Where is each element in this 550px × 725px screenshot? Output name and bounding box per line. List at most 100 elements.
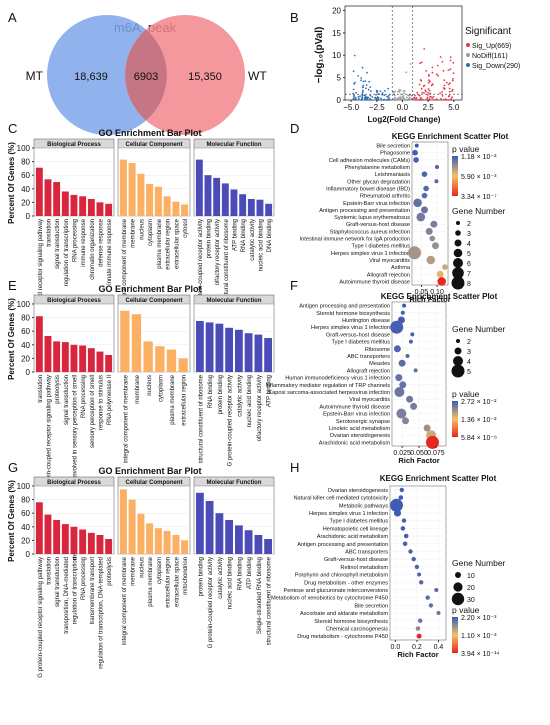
go-bar bbox=[137, 513, 145, 554]
go-category-label: RNA binding bbox=[237, 557, 243, 590]
panel-letter-G: G bbox=[8, 460, 18, 475]
volcano-frame bbox=[344, 5, 463, 101]
kegg-point bbox=[414, 564, 420, 570]
volcano-point bbox=[443, 87, 445, 89]
go-bar bbox=[53, 182, 61, 216]
volcano-point bbox=[421, 91, 424, 94]
kegg-term-label: Other glycan degradation bbox=[347, 179, 410, 185]
volcano-point bbox=[359, 95, 361, 97]
go-category-label: translation bbox=[38, 375, 44, 403]
go-category-label: cytoplasm bbox=[158, 375, 164, 402]
kegg-point bbox=[403, 533, 409, 539]
kegg-term-label: Arachidonic acid metabolism bbox=[317, 534, 389, 540]
kegg-term-label: Graft-versus-host disease bbox=[324, 557, 388, 563]
volcano-plot: −5.0 −2.5 0.0 2.5 5.0 0 5 10 15 20 Log2(Fold Chang… bbox=[314, 5, 520, 124]
go-category-label: structural constituent of ribosome bbox=[267, 556, 273, 645]
volcano-point bbox=[409, 63, 412, 65]
kegg-xlabel: Rich Factor bbox=[397, 650, 438, 659]
volcano-point bbox=[361, 96, 364, 99]
kegg-point bbox=[411, 556, 416, 562]
kegg-term-label: Viral myocarditis bbox=[349, 397, 390, 403]
volcano-point bbox=[403, 99, 406, 101]
volcano-point bbox=[383, 94, 386, 97]
kegg-size-legend-label: 5 bbox=[467, 369, 471, 376]
volcano-point bbox=[420, 99, 422, 101]
kegg-point bbox=[416, 212, 426, 222]
volcano-point bbox=[379, 90, 382, 92]
kegg-point bbox=[417, 572, 422, 577]
go-category-label: RNA processing bbox=[81, 557, 87, 600]
go-bar bbox=[44, 179, 52, 216]
kegg-term-label: Staphylococcus aureus infection bbox=[330, 229, 410, 235]
kegg-title: KEGG Enrichment Scatter Plot bbox=[392, 132, 509, 141]
kegg-point bbox=[432, 242, 439, 250]
volcano-point bbox=[450, 98, 453, 100]
go-bar bbox=[87, 532, 95, 554]
volcano-point bbox=[449, 68, 452, 71]
kegg-term-label: Human immunodeficiency virus 1 infection bbox=[285, 376, 390, 382]
volcano-point bbox=[431, 97, 434, 99]
volcano-point bbox=[443, 84, 446, 87]
kegg-point bbox=[401, 518, 407, 523]
kegg-title: KEGG Enrichment Scatter Plot bbox=[380, 474, 497, 483]
volcano-xtick-label: 2.5 bbox=[423, 103, 435, 112]
kegg-size-legend-label: 4 bbox=[467, 241, 471, 248]
kegg-pvalue-colorbar bbox=[452, 617, 458, 653]
volcano-point bbox=[377, 98, 380, 101]
kegg-pvalue-legend-title: p value bbox=[452, 389, 480, 399]
volcano-point bbox=[364, 97, 367, 100]
kegg-point bbox=[423, 185, 429, 192]
go-category-label: cytoplasm bbox=[157, 557, 163, 584]
go-category-label: DNA binding bbox=[267, 219, 273, 252]
go-ytick-label: 80 bbox=[21, 158, 30, 167]
kegg-term-label: Metabolic pathways bbox=[339, 503, 388, 509]
kegg-point bbox=[413, 198, 422, 208]
volcano-point bbox=[394, 97, 396, 100]
kegg-point bbox=[434, 588, 439, 592]
panel-letter-A: A bbox=[8, 10, 17, 25]
kegg-term-label: Viral myocarditis bbox=[369, 258, 410, 264]
volcano-point bbox=[405, 96, 408, 99]
kegg-point bbox=[419, 580, 424, 585]
go-bar bbox=[204, 175, 212, 216]
volcano-ytick-label: 20 bbox=[332, 6, 341, 15]
kegg-term-label: Cell adhesion molecules (CAMs) bbox=[329, 158, 410, 164]
go-category-label: RNA binding bbox=[208, 375, 214, 408]
kegg-size-legend-marker bbox=[454, 347, 462, 355]
volcano-point bbox=[368, 80, 371, 83]
go-facet-label: Molecular Function bbox=[206, 480, 261, 486]
kegg-size-legend-title: Gene Number bbox=[452, 324, 506, 334]
volcano-point bbox=[387, 96, 390, 99]
go-ylabel: Percent Of Genes (%) bbox=[7, 480, 16, 562]
kegg-term-label: Herpes simplex virus 1 infection bbox=[309, 511, 388, 517]
volcano-point bbox=[384, 90, 386, 92]
kegg-point bbox=[402, 541, 408, 547]
kegg-term-label: Allograft rejection bbox=[367, 272, 410, 278]
go-facet-label: Biological Process bbox=[47, 298, 101, 304]
go-category-label: membrane bbox=[131, 218, 137, 247]
kegg-point bbox=[390, 498, 403, 512]
go-bar bbox=[172, 201, 180, 216]
kegg-pvalue-legend-title: p value bbox=[452, 144, 480, 154]
go-bar bbox=[264, 539, 272, 554]
kegg-pvalue-colorbar bbox=[452, 156, 458, 196]
kegg-point bbox=[408, 339, 413, 344]
kegg-pvalue-legend-label: 3.34 × 10⁻⁷ bbox=[461, 194, 497, 201]
go-category-label: nucleic acid binding bbox=[258, 219, 264, 271]
kegg-point bbox=[400, 526, 406, 531]
kegg-point bbox=[396, 408, 407, 419]
kegg-term-label: Intestinal immune network for IgA produc… bbox=[300, 237, 410, 243]
kegg-term-label: Rheumatoid arthritis bbox=[360, 194, 410, 200]
volcano-point bbox=[443, 79, 446, 82]
volcano-point bbox=[362, 86, 364, 89]
go-category-label: nucleus bbox=[147, 375, 153, 396]
kegg-point bbox=[393, 509, 402, 517]
kegg-term-label: Ovarian steroidogenesis bbox=[328, 488, 389, 494]
volcano-point bbox=[410, 94, 413, 97]
volcano-point bbox=[403, 92, 405, 95]
kegg-point bbox=[421, 171, 428, 177]
volcano-point bbox=[355, 91, 357, 94]
volcano-point bbox=[421, 98, 424, 101]
go-bar bbox=[79, 345, 87, 372]
kegg-pvalue-legend-label: 2.20 × 10⁻³ bbox=[461, 615, 497, 622]
